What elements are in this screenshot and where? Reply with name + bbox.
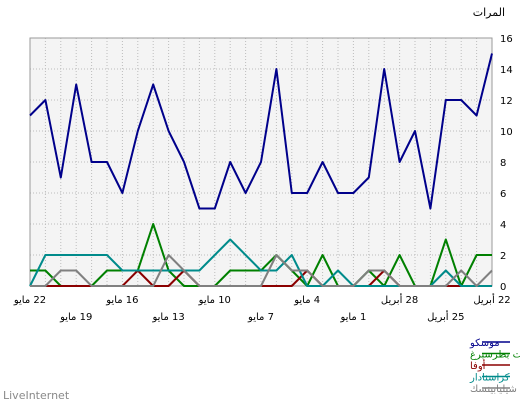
x-tick-label: 16 مايو bbox=[105, 295, 138, 306]
x-tick-label: 25 أبريل bbox=[427, 310, 464, 323]
x-tick-label: 7 مايو bbox=[247, 312, 274, 323]
y-tick-label: 16 bbox=[500, 34, 513, 45]
legend-label: كراسنادار bbox=[469, 373, 510, 384]
y-tick-label: 12 bbox=[500, 96, 513, 107]
x-tick-label: 4 مايو bbox=[293, 295, 320, 306]
y-axis-label: المرات bbox=[473, 6, 505, 19]
y-tick-label: 4 bbox=[500, 220, 506, 231]
x-tick-label: 10 مايو bbox=[198, 295, 231, 306]
brand-watermark: LiveInternet bbox=[3, 389, 70, 402]
y-tick-label: 6 bbox=[500, 189, 506, 200]
x-tick-label: 28 أبريل bbox=[381, 293, 418, 306]
legend-label: سانت بطرسبرغ bbox=[470, 350, 520, 361]
y-tick-label: 2 bbox=[500, 251, 506, 262]
legend-label: موسكو bbox=[469, 338, 500, 349]
x-tick-label: 22 مايو bbox=[13, 295, 46, 306]
x-tick-label: 13 مايو bbox=[151, 312, 184, 323]
series-line-0 bbox=[29, 53, 493, 210]
legend-label: أوفا bbox=[470, 359, 486, 372]
y-tick-label: 10 bbox=[500, 127, 513, 138]
x-tick-label: 22 أبريل bbox=[473, 293, 510, 306]
x-tick-label: 1 مايو bbox=[339, 312, 366, 323]
x-axis-lower-ticks: 19 مايو 13 مايو 7 مايو 1 مايو 25 أبريل bbox=[59, 310, 464, 323]
y-tick-label: 14 bbox=[500, 65, 513, 76]
y-axis-ticks: 0 2 4 6 8 10 12 14 16 bbox=[500, 34, 513, 293]
x-tick-label: 19 مايو bbox=[59, 312, 92, 323]
y-tick-label: 0 bbox=[500, 282, 506, 293]
series-lines bbox=[29, 53, 493, 287]
y-tick-label: 8 bbox=[500, 158, 506, 169]
legend-label: شيليابينسك bbox=[470, 384, 517, 395]
x-axis-upper-ticks: 22 مايو 16 مايو 10 مايو 4 مايو 28 أبريل 22 أب… bbox=[13, 293, 511, 306]
series-line-4 bbox=[30, 254, 493, 287]
